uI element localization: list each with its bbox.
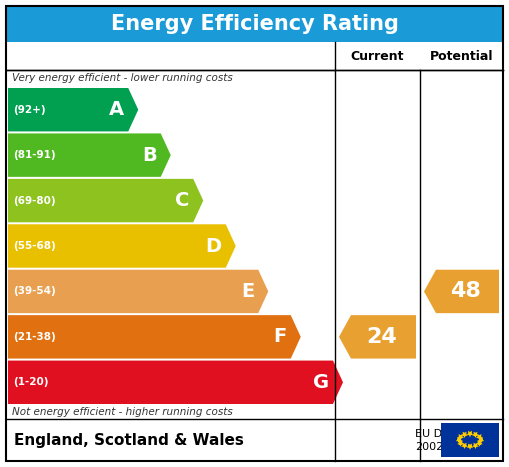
Bar [441,423,499,457]
Polygon shape [477,437,484,444]
Polygon shape [8,270,268,313]
Text: E: E [241,282,254,301]
Text: (1-20): (1-20) [13,377,48,387]
Text: 24: 24 [366,327,397,347]
Text: (21-38): (21-38) [13,332,56,342]
Polygon shape [8,179,203,222]
Text: (55-68): (55-68) [13,241,56,251]
Polygon shape [457,440,464,447]
Text: England, Scotland & Wales: England, Scotland & Wales [14,432,244,447]
Text: D: D [206,236,222,255]
Polygon shape [8,134,171,177]
Polygon shape [476,434,483,440]
Bar [6,42,503,70]
Polygon shape [461,443,468,449]
Text: (81-91): (81-91) [13,150,55,160]
Polygon shape [467,444,473,450]
Polygon shape [8,361,343,404]
Polygon shape [8,88,138,131]
Polygon shape [457,434,464,440]
Bar [6,419,503,461]
Text: B: B [142,146,157,165]
Text: (69-80): (69-80) [13,196,55,205]
Text: Energy Efficiency Rating: Energy Efficiency Rating [110,14,399,34]
Text: (92+): (92+) [13,105,46,115]
Text: Not energy efficient - higher running costs: Not energy efficient - higher running co… [12,407,233,417]
Polygon shape [8,315,301,359]
Polygon shape [461,432,468,438]
Polygon shape [424,270,499,313]
Polygon shape [8,224,236,268]
Text: 48: 48 [450,282,481,301]
Polygon shape [339,315,416,359]
Text: F: F [273,327,287,347]
Text: G: G [313,373,329,392]
Text: C: C [175,191,189,210]
Polygon shape [472,443,479,449]
Polygon shape [467,431,473,437]
Bar [6,6,503,42]
Bar [335,70,503,419]
Polygon shape [476,440,483,447]
Text: A: A [109,100,124,119]
Text: (39-54): (39-54) [13,286,56,297]
Text: Potential: Potential [430,50,493,63]
Text: Current: Current [351,50,404,63]
Polygon shape [472,432,479,438]
Text: 2002/91/EC: 2002/91/EC [415,442,479,452]
Text: EU Directive: EU Directive [415,429,484,439]
Text: Very energy efficient - lower running costs: Very energy efficient - lower running co… [12,73,233,83]
Bar [6,70,335,419]
Polygon shape [456,437,463,444]
